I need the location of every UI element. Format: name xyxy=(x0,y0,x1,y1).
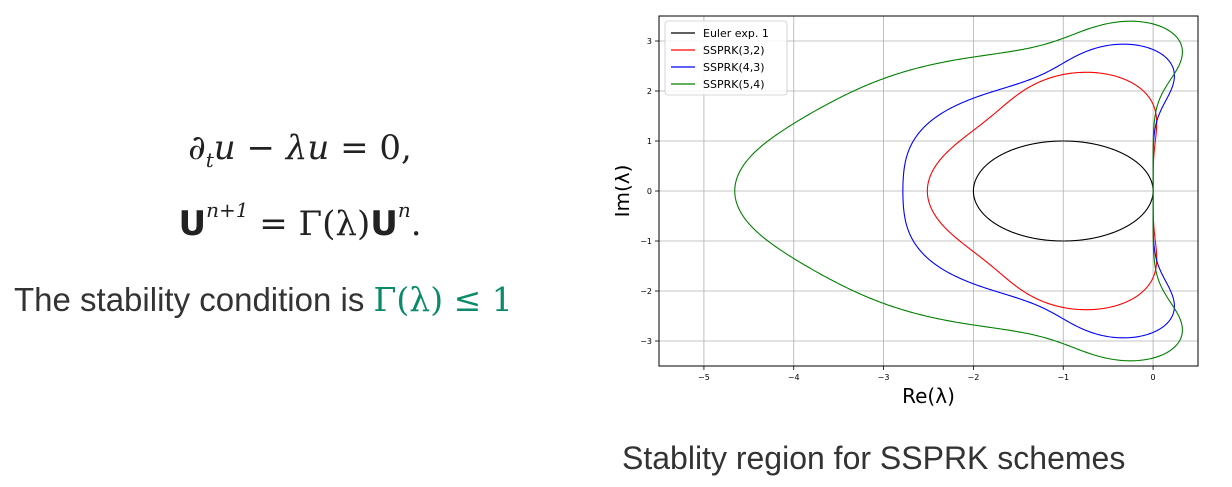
legend-box xyxy=(664,20,788,96)
y-tick-label: 0 xyxy=(647,187,652,196)
amplification-equation: Un+1 = Γ(λ)Un. xyxy=(178,198,422,244)
legend-entry: SSPRK(5,4) xyxy=(703,78,765,91)
series-line xyxy=(902,43,1175,339)
y-axis-label: Im(λ) xyxy=(615,165,634,218)
series-line xyxy=(926,71,1158,311)
y-tick-label: 2 xyxy=(647,87,652,96)
y-tick-label: 1 xyxy=(647,137,652,146)
y-tick-label: 3 xyxy=(647,37,652,46)
series-line xyxy=(972,140,1154,242)
legend-entry: SSPRK(4,3) xyxy=(703,61,765,74)
y-tick-label: −2 xyxy=(640,287,652,296)
figure-caption: Stablity region for SSPRK schemes xyxy=(622,440,1126,476)
legend-entry: SSPRK(3,2) xyxy=(703,44,765,57)
ticks: −5 −4 −3 −2 −1 0 3 2 1 0 −1 −2 −3 xyxy=(640,37,1155,382)
curves xyxy=(734,20,1183,362)
x-tick-label: −2 xyxy=(968,373,980,382)
x-tick-label: 0 xyxy=(1151,373,1156,382)
x-tick-label: −4 xyxy=(788,373,800,382)
series-line xyxy=(734,20,1183,362)
stability-condition-text: The stability condition is Γ(λ) ≤ 1 xyxy=(14,280,513,319)
x-tick-label: −3 xyxy=(878,373,890,382)
y-tick-label: −1 xyxy=(640,237,652,246)
legend-entry: Euler exp. 1 xyxy=(703,27,769,40)
legend: Euler exp. 1 SSPRK(3,2) SSPRK(4,3) SSPRK(5,… xyxy=(664,20,788,96)
y-tick-label: −3 xyxy=(640,337,652,346)
equations-panel: ∂tu − λu = 0, Un+1 = Γ(λ)Un. The stabili… xyxy=(0,0,600,487)
x-tick-label: −1 xyxy=(1057,373,1069,382)
stability-condition: Γ(λ) ≤ 1 xyxy=(373,280,513,319)
plot-svg: −5 −4 −3 −2 −1 0 3 2 1 0 −1 −2 −3 Re(λ) Im(λ) Euler … xyxy=(610,15,1199,408)
stability-region-plot: −5 −4 −3 −2 −1 0 3 2 1 0 −1 −2 −3 Re(λ) Im(λ) Euler … xyxy=(610,0,1232,410)
x-axis-label: Re(λ) xyxy=(902,384,955,408)
ode-equation: ∂tu − λu = 0, xyxy=(188,128,412,172)
x-tick-label: −5 xyxy=(698,373,710,382)
